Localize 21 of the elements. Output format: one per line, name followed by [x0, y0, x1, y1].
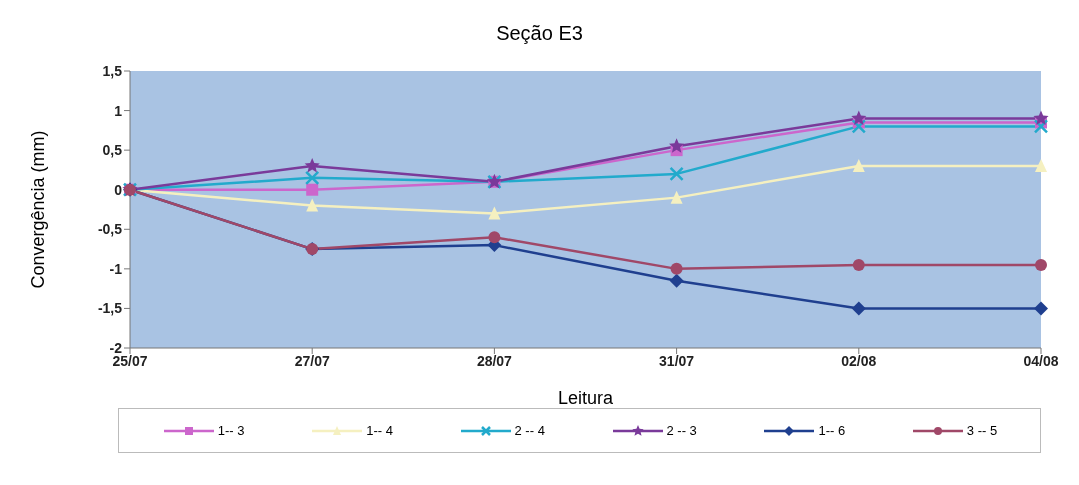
legend-label: 1-- 3 [216, 423, 245, 438]
y-tick-label: -1,5 [97, 300, 123, 317]
y-axis-title: Convergência (mm) [28, 130, 49, 289]
x-axis-title: Leitura [557, 388, 614, 408]
y-tick-label: 0,5 [102, 142, 123, 159]
chart-title: Seção E3 [495, 21, 584, 46]
x-tick-label: 27/07 [294, 352, 330, 369]
legend-label: 3 -- 5 [965, 423, 998, 438]
y-tick-label: -0,5 [97, 221, 123, 238]
legend-label: 2 -- 3 [665, 423, 697, 438]
legend-label: 1-- 4 [365, 423, 393, 438]
y-tick-label: 0 [114, 181, 123, 198]
x-tick-label: 02/08 [841, 352, 877, 369]
y-tick-label: -1 [109, 260, 123, 277]
legend-label: 1-- 6 [817, 423, 846, 438]
y-tick-label: 1 [114, 102, 123, 119]
x-tick-label: 04/08 [1023, 352, 1059, 369]
y-tick-label: 1,5 [102, 62, 123, 79]
x-tick-label: 31/07 [659, 352, 695, 369]
x-tick-label: 28/07 [476, 352, 513, 369]
legend-label: 2 -- 4 [513, 423, 545, 438]
